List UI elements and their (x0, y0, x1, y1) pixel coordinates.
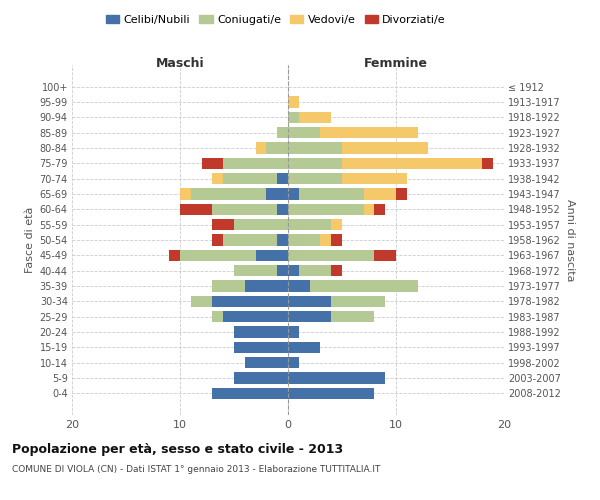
Bar (331, 311, 374, 322)
Bar (288, 204, 364, 215)
Bar (223, 173, 277, 184)
Bar (288, 127, 320, 138)
Bar (396, 188, 407, 200)
Bar (212, 219, 234, 230)
Bar (266, 142, 288, 154)
Bar (212, 280, 245, 292)
Bar (212, 311, 223, 322)
Bar (288, 188, 299, 200)
Bar (223, 158, 288, 169)
Bar (288, 265, 299, 276)
Bar (256, 250, 288, 261)
Bar (191, 296, 212, 307)
Bar (331, 265, 342, 276)
Bar (288, 234, 320, 246)
Bar (288, 112, 299, 123)
Y-axis label: Fasce di età: Fasce di età (25, 207, 35, 273)
Bar (288, 311, 331, 322)
Bar (331, 296, 385, 307)
Bar (288, 296, 331, 307)
Bar (277, 234, 288, 246)
Bar (245, 357, 288, 368)
Bar (364, 188, 396, 200)
Text: COMUNE DI VIOLA (CN) - Dati ISTAT 1° gennaio 2013 - Elaborazione TUTTITALIA.IT: COMUNE DI VIOLA (CN) - Dati ISTAT 1° gen… (12, 466, 380, 474)
Bar (299, 188, 364, 200)
Bar (223, 234, 277, 246)
Bar (342, 142, 428, 154)
Bar (180, 204, 212, 215)
Bar (299, 265, 331, 276)
Bar (212, 204, 277, 215)
Y-axis label: Anni di nascita: Anni di nascita (565, 198, 575, 281)
Text: Femmine: Femmine (364, 57, 428, 70)
Bar (191, 188, 266, 200)
Bar (342, 158, 482, 169)
Bar (180, 188, 191, 200)
Bar (234, 326, 288, 338)
Bar (331, 234, 342, 246)
Bar (482, 158, 493, 169)
Bar (202, 158, 223, 169)
Bar (288, 219, 331, 230)
Bar (288, 158, 342, 169)
Bar (266, 188, 288, 200)
Bar (288, 142, 342, 154)
Bar (212, 296, 288, 307)
Bar (288, 357, 299, 368)
Legend: Celibi/Nubili, Coniugati/e, Vedovi/e, Divorziati/e: Celibi/Nubili, Coniugati/e, Vedovi/e, Di… (101, 10, 451, 29)
Bar (234, 372, 288, 384)
Bar (169, 250, 180, 261)
Bar (288, 388, 374, 399)
Bar (277, 204, 288, 215)
Bar (256, 142, 266, 154)
Bar (223, 311, 288, 322)
Bar (374, 204, 385, 215)
Text: Maschi: Maschi (155, 57, 205, 70)
Bar (288, 342, 320, 353)
Bar (212, 234, 223, 246)
Bar (364, 204, 374, 215)
Bar (245, 280, 288, 292)
Bar (310, 280, 418, 292)
Bar (212, 388, 288, 399)
Bar (234, 265, 277, 276)
Bar (374, 250, 396, 261)
Bar (212, 173, 223, 184)
Bar (234, 342, 288, 353)
Text: Popolazione per età, sesso e stato civile - 2013: Popolazione per età, sesso e stato civil… (12, 442, 343, 456)
Bar (288, 250, 374, 261)
Bar (331, 219, 342, 230)
Bar (277, 127, 288, 138)
Bar (234, 219, 288, 230)
Bar (288, 96, 299, 108)
Bar (320, 234, 331, 246)
Bar (342, 173, 407, 184)
Bar (299, 112, 331, 123)
Bar (288, 326, 299, 338)
Bar (288, 173, 342, 184)
Bar (277, 173, 288, 184)
Bar (180, 250, 256, 261)
Bar (277, 265, 288, 276)
Bar (320, 127, 418, 138)
Bar (288, 372, 385, 384)
Bar (288, 280, 310, 292)
